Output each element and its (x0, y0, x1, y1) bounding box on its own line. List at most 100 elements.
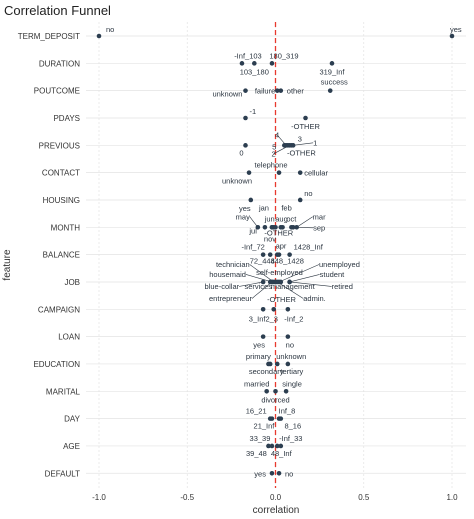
data-point (273, 225, 278, 230)
data-point (267, 361, 273, 367)
label-leader-line (278, 264, 320, 283)
data-label: other (287, 87, 305, 96)
data-point (260, 279, 266, 285)
y-tick-label: CAMPAIGN (38, 305, 80, 314)
data-label: no (285, 469, 293, 478)
data-label: 448_1428 (271, 257, 304, 266)
data-point (96, 33, 102, 39)
data-point (243, 115, 248, 121)
data-label: 1428_Inf (294, 243, 324, 252)
label-leader-line (293, 142, 314, 146)
x-tick-label: 0.5 (358, 493, 370, 502)
data-point (243, 143, 248, 148)
data-point (285, 361, 291, 367)
data-point (285, 334, 291, 339)
data-point (267, 252, 273, 257)
data-label: 3_Inf (249, 314, 267, 323)
data-label: 2_3 (265, 314, 278, 323)
data-point (283, 388, 289, 394)
data-label: blue-collar (205, 282, 240, 291)
data-label: married (244, 379, 269, 388)
y-tick-label: AGE (63, 442, 80, 451)
data-label: jun (264, 214, 275, 223)
data-point (243, 88, 248, 93)
data-label: unknown (276, 352, 306, 361)
y-tick-label: PREVIOUS (39, 141, 80, 150)
data-label: -Inf_103 (234, 51, 262, 60)
data-label: -OTHER (264, 228, 293, 237)
y-tick-label: BALANCE (43, 251, 80, 260)
data-label: 2 (272, 149, 276, 158)
data-label: oct (286, 214, 297, 223)
data-label: mar (313, 212, 326, 221)
data-label: 319_Inf (319, 67, 345, 76)
data-label: feb (281, 203, 291, 212)
data-label: retired (332, 282, 353, 291)
data-label: failure (255, 87, 275, 96)
data-label: no (106, 25, 114, 34)
data-label: -OTHER (291, 122, 320, 131)
data-label: 39_48 (246, 449, 267, 458)
data-label: housemaid (209, 270, 246, 279)
data-label: -OTHER (267, 295, 296, 304)
y-tick-label: HOUSING (43, 196, 80, 205)
data-label: tertiary (280, 367, 303, 376)
y-tick-label: DURATION (39, 59, 80, 68)
data-label: yes (239, 204, 251, 213)
data-label: 1 (313, 138, 317, 147)
data-label: secondary (249, 367, 284, 376)
data-label: yes (450, 25, 462, 34)
y-tick-label: EDUCATION (33, 360, 80, 369)
y-tick-label: POUTCOME (34, 87, 80, 96)
data-label: entrepreneur (209, 294, 252, 303)
label-leader-line (277, 281, 304, 299)
y-tick-label: TERM_DEPOSIT (18, 32, 80, 41)
data-point (269, 416, 275, 421)
data-label: unemployed (319, 260, 360, 269)
data-point (252, 61, 257, 66)
data-label: Inf_8 (279, 407, 296, 416)
data-point (289, 143, 294, 148)
data-label: success (321, 78, 348, 87)
data-point (287, 279, 292, 285)
data-point (278, 416, 284, 421)
data-label: apr (276, 242, 287, 251)
data-label: 48_Inf (271, 449, 293, 458)
y-tick-label: JOB (64, 278, 80, 287)
data-label: unknown (212, 90, 242, 99)
data-label: divorced (261, 395, 289, 404)
data-point (297, 170, 303, 175)
data-label: 103_180 (240, 67, 269, 76)
data-label: jul (248, 226, 257, 235)
data-point (285, 307, 291, 312)
data-point (267, 279, 273, 285)
data-label: cellular (304, 169, 328, 178)
data-point (274, 252, 280, 257)
y-tick-label: MONTH (51, 223, 81, 232)
data-point (273, 279, 278, 285)
y-tick-label: LOAN (58, 333, 80, 342)
data-label: -Inf_33 (279, 434, 302, 443)
y-tick-label: CONTACT (42, 169, 80, 178)
label-leader-line (249, 264, 274, 283)
y-axis-label: feature (2, 249, 13, 281)
data-label: -Inf_2 (284, 314, 303, 323)
data-label: 72_448 (250, 257, 275, 266)
data-point (278, 279, 284, 285)
y-tick-label: DAY (64, 415, 81, 424)
data-label: may (236, 212, 250, 221)
data-point (269, 443, 275, 449)
label-leader-line (245, 274, 273, 283)
y-tick-labels: TERM_DEPOSIT DURATION POUTCOME PDAYS PREVIOU… (18, 32, 81, 478)
data-label: yes (254, 469, 266, 478)
x-tick-labels: -1.0 -0.5 0.0 0.5 1.0 (92, 493, 458, 502)
data-label: -OTHER (287, 148, 316, 157)
data-point (329, 61, 335, 66)
data-label: primary (246, 352, 271, 361)
data-point (269, 470, 275, 476)
data-point (297, 197, 303, 203)
data-point (278, 88, 284, 93)
x-axis-label: correlation (253, 505, 300, 516)
x-tick-label: -1.0 (92, 493, 106, 502)
